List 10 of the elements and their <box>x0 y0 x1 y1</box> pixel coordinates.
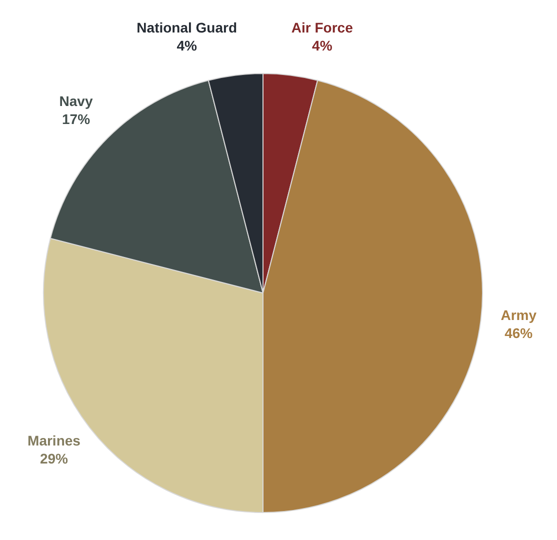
slice-label: Marines <box>28 432 81 449</box>
slice-label: Air Force <box>291 19 354 36</box>
data-label: 46% <box>504 325 534 342</box>
data-label: 29% <box>40 450 69 467</box>
slice-label: Navy <box>59 92 93 109</box>
data-label: 4% <box>312 37 333 54</box>
data-label: 4% <box>176 37 198 54</box>
slice-label: National Guard <box>136 19 238 36</box>
data-label: 17% <box>62 110 91 127</box>
slice-label: Army <box>500 307 537 324</box>
